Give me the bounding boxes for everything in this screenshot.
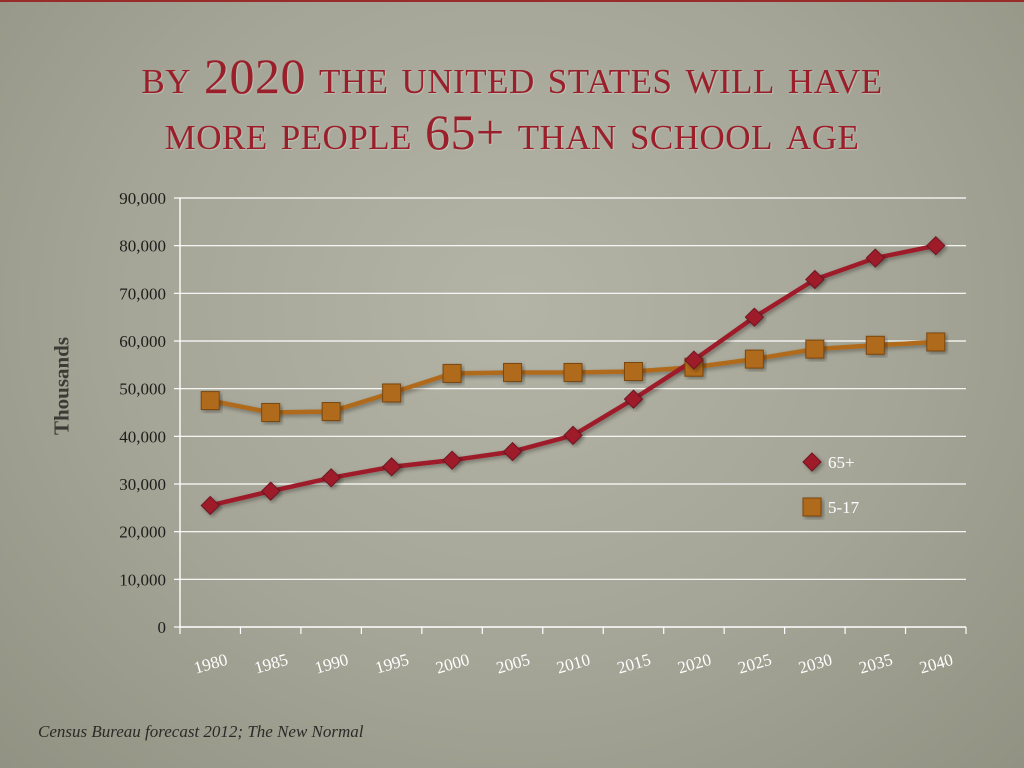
legend-label: 65+ bbox=[828, 453, 855, 472]
y-tick-label: 30,000 bbox=[119, 475, 166, 494]
data-point-65plus bbox=[563, 425, 583, 446]
data-point-65plus bbox=[502, 441, 523, 462]
x-tick-label: 2020 bbox=[675, 650, 713, 678]
y-tick-label: 0 bbox=[158, 618, 167, 637]
axes: 0 10,000 20,000 30,000 40,000 50,000 60,000 70,… bbox=[119, 189, 967, 678]
x-tick-label: 2005 bbox=[494, 650, 532, 678]
x-tick-label: 2010 bbox=[555, 650, 593, 678]
data-point-5-17 bbox=[805, 339, 825, 359]
x-tick-label: 2030 bbox=[796, 650, 834, 678]
x-tick-label: 1980 bbox=[192, 650, 230, 678]
data-point-65plus bbox=[623, 389, 644, 409]
data-point-65plus bbox=[260, 481, 281, 501]
data-point-5-17 bbox=[200, 391, 220, 411]
data-point-65plus bbox=[200, 495, 220, 516]
gridlines bbox=[180, 197, 966, 580]
source-citation: Census Bureau forecast 2012; The New Nor… bbox=[38, 722, 364, 741]
x-tick-label: 1985 bbox=[252, 650, 290, 678]
data-point-5-17 bbox=[503, 362, 523, 382]
y-tick-label: 20,000 bbox=[119, 523, 166, 542]
data-point-5-17 bbox=[744, 349, 764, 369]
data-point-65plus bbox=[805, 269, 825, 290]
data-point-5-17 bbox=[865, 335, 885, 355]
x-tick-label: 2040 bbox=[917, 650, 955, 678]
data-point-5-17 bbox=[321, 402, 341, 422]
data-point-5-17 bbox=[382, 383, 402, 403]
x-tick-label: 2025 bbox=[736, 650, 774, 678]
y-tick-label: 70,000 bbox=[119, 284, 166, 303]
data-point-5-17 bbox=[563, 362, 583, 382]
y-tick-label: 80,000 bbox=[119, 237, 166, 256]
y-tick-label: 40,000 bbox=[119, 427, 166, 446]
slide-title: By 2020 the United States will have more… bbox=[40, 48, 984, 160]
legend-marker bbox=[802, 452, 822, 472]
y-tick-label: 50,000 bbox=[119, 380, 166, 399]
data-point-5-17 bbox=[623, 362, 643, 382]
x-tick-label: 1990 bbox=[313, 650, 351, 678]
data-point-5-17 bbox=[442, 363, 462, 383]
x-tick-label: 1995 bbox=[373, 650, 411, 678]
data-point-65plus bbox=[684, 350, 704, 370]
x-tick-label: 2015 bbox=[615, 650, 653, 678]
slide-title-line-2: more people 65+ than school age bbox=[164, 104, 860, 160]
data-point-65plus bbox=[442, 450, 462, 470]
y-tick-label: 90,000 bbox=[119, 189, 166, 208]
y-tick-label: 10,000 bbox=[119, 570, 166, 589]
series-markers bbox=[200, 235, 946, 516]
data-point-65plus bbox=[381, 457, 402, 477]
y-tick-label: 60,000 bbox=[119, 332, 166, 351]
x-tick-label: 2035 bbox=[857, 650, 895, 678]
data-point-65plus bbox=[926, 235, 946, 256]
data-point-65plus bbox=[865, 248, 886, 268]
data-point-65plus bbox=[321, 468, 341, 488]
legend: 65+ 5-17 bbox=[796, 452, 860, 517]
data-point-5-17 bbox=[926, 332, 946, 352]
slide-title-line-1: By 2020 the United States will have bbox=[141, 48, 883, 104]
data-point-5-17 bbox=[261, 403, 281, 422]
legend-marker bbox=[802, 497, 822, 517]
legend-label: 5-17 bbox=[828, 498, 860, 517]
top-accent-line bbox=[0, 0, 1024, 2]
x-tick-label: 2000 bbox=[434, 650, 472, 678]
data-point-65plus bbox=[744, 307, 765, 327]
